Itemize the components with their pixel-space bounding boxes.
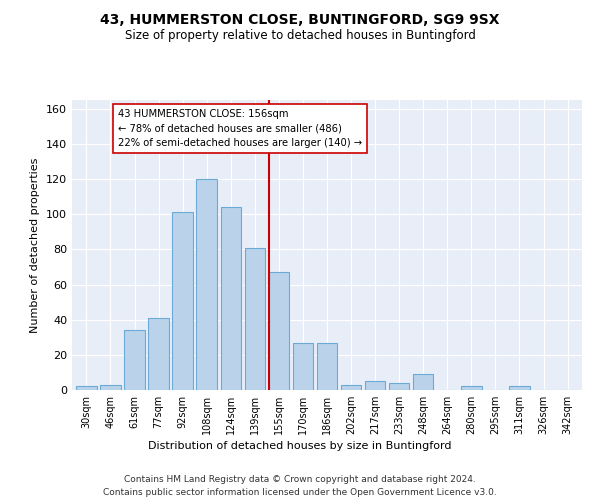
- Bar: [245, 248, 265, 390]
- Bar: [148, 318, 169, 390]
- Text: Contains HM Land Registry data © Crown copyright and database right 2024.: Contains HM Land Registry data © Crown c…: [124, 475, 476, 484]
- Bar: [389, 383, 409, 390]
- Text: Contains public sector information licensed under the Open Government Licence v3: Contains public sector information licen…: [103, 488, 497, 497]
- Bar: [293, 342, 313, 390]
- Bar: [100, 384, 121, 390]
- Text: Distribution of detached houses by size in Buntingford: Distribution of detached houses by size …: [148, 441, 452, 451]
- Bar: [413, 374, 433, 390]
- Bar: [341, 384, 361, 390]
- Bar: [76, 386, 97, 390]
- Bar: [269, 272, 289, 390]
- Bar: [365, 381, 385, 390]
- Text: 43 HUMMERSTON CLOSE: 156sqm
← 78% of detached houses are smaller (486)
22% of se: 43 HUMMERSTON CLOSE: 156sqm ← 78% of det…: [118, 109, 362, 148]
- Bar: [196, 179, 217, 390]
- Bar: [461, 386, 482, 390]
- Text: 43, HUMMERSTON CLOSE, BUNTINGFORD, SG9 9SX: 43, HUMMERSTON CLOSE, BUNTINGFORD, SG9 9…: [100, 12, 500, 26]
- Text: Size of property relative to detached houses in Buntingford: Size of property relative to detached ho…: [125, 29, 475, 42]
- Bar: [317, 342, 337, 390]
- Bar: [124, 330, 145, 390]
- Y-axis label: Number of detached properties: Number of detached properties: [31, 158, 40, 332]
- Bar: [221, 207, 241, 390]
- Bar: [509, 386, 530, 390]
- Bar: [172, 212, 193, 390]
